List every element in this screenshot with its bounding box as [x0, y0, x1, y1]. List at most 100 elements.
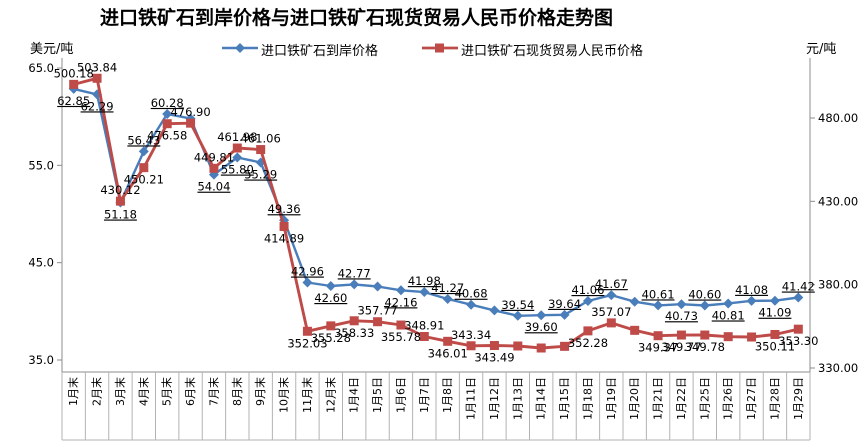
- chart-title: 进口铁矿石到岸价格与进口铁矿石现货贸易人民币价格走势图: [100, 7, 614, 29]
- legend-label-rmb-price: 进口铁矿石现货贸易人民币价格: [461, 44, 644, 59]
- svg-text:355.78: 355.78: [381, 330, 421, 344]
- svg-text:430.12: 430.12: [100, 183, 140, 197]
- svg-text:349.77: 349.77: [661, 340, 701, 354]
- svg-text:39.60: 39.60: [525, 320, 558, 334]
- svg-text:1月7日: 1月7日: [418, 377, 431, 413]
- svg-text:8月末: 8月末: [230, 377, 244, 406]
- svg-text:39.54: 39.54: [501, 298, 534, 312]
- svg-text:357.77: 357.77: [357, 304, 397, 318]
- svg-text:62.85: 62.85: [57, 94, 90, 108]
- svg-text:1月28日: 1月28日: [768, 377, 781, 420]
- svg-text:42.60: 42.60: [314, 291, 347, 305]
- svg-text:476.90: 476.90: [170, 105, 210, 119]
- svg-text:4月末: 4月末: [136, 377, 150, 406]
- svg-text:449.81: 449.81: [194, 150, 234, 164]
- svg-text:414.89: 414.89: [264, 232, 304, 246]
- svg-text:40.73: 40.73: [665, 309, 698, 323]
- svg-text:54.04: 54.04: [197, 180, 230, 194]
- right-axis-title: 元/吨: [806, 42, 837, 57]
- svg-text:7月末: 7月末: [206, 377, 220, 406]
- svg-text:42.77: 42.77: [338, 266, 371, 280]
- svg-text:40.60: 40.60: [688, 287, 721, 301]
- svg-text:2月末: 2月末: [90, 377, 104, 406]
- legend-label-cif-price: 进口铁矿石到岸价格: [261, 44, 379, 59]
- svg-text:500.18: 500.18: [54, 66, 94, 80]
- svg-text:62.29: 62.29: [81, 99, 114, 113]
- svg-text:1月14日: 1月14日: [535, 377, 548, 420]
- x-axis-band: 1月末 2月末 3月末 4月末 5月末 6月末 7月末 8月末 9月末 10月末 11月末 12月末 1…: [61, 372, 811, 440]
- svg-text:1月8日: 1月8日: [441, 377, 454, 413]
- svg-text:1月15日: 1月15日: [558, 377, 571, 420]
- svg-text:51.18: 51.18: [104, 208, 137, 222]
- svg-text:1月26日: 1月26日: [722, 377, 735, 420]
- svg-text:41.42: 41.42: [782, 280, 815, 294]
- series-cif-price: [68, 83, 804, 321]
- svg-text:11月末: 11月末: [300, 377, 314, 413]
- svg-text:348.91: 348.91: [404, 318, 444, 332]
- svg-text:349.37: 349.37: [638, 341, 678, 355]
- svg-text:55.80: 55.80: [221, 163, 254, 177]
- legend-item-cif-price: 进口铁矿石到岸价格: [222, 40, 378, 59]
- svg-text:343.49: 343.49: [474, 351, 514, 365]
- svg-text:49.36: 49.36: [268, 202, 301, 216]
- svg-text:358.33: 358.33: [334, 326, 374, 340]
- svg-text:1月5日: 1月5日: [371, 377, 384, 413]
- svg-text:352.03: 352.03: [287, 336, 327, 350]
- svg-text:45.0: 45.0: [28, 256, 54, 270]
- svg-text:1月18日: 1月18日: [581, 377, 594, 420]
- svg-text:41.67: 41.67: [595, 277, 628, 291]
- diamond-line-marker-icon: [222, 42, 258, 58]
- svg-text:355.28: 355.28: [311, 331, 351, 345]
- svg-text:346.01: 346.01: [428, 346, 468, 360]
- legend: 进口铁矿石到岸价格 进口铁矿石现货贸易人民币价格: [222, 40, 643, 59]
- svg-text:3月末: 3月末: [113, 377, 127, 406]
- svg-text:476.58: 476.58: [147, 129, 187, 143]
- svg-text:1月20日: 1月20日: [628, 377, 641, 420]
- svg-text:1月25日: 1月25日: [698, 377, 711, 420]
- legend-item-rmb-price: 进口铁矿石现货贸易人民币价格: [422, 40, 643, 59]
- svg-text:42.96: 42.96: [291, 265, 324, 279]
- svg-text:1月4日: 1月4日: [348, 377, 361, 413]
- svg-text:353.30: 353.30: [778, 334, 818, 348]
- svg-text:1月11日: 1月11日: [465, 377, 478, 420]
- svg-text:352.28: 352.28: [568, 336, 608, 350]
- series-rmb-price: [69, 73, 803, 353]
- svg-text:343.34: 343.34: [451, 328, 491, 342]
- svg-text:1月12日: 1月12日: [488, 377, 501, 420]
- svg-text:55.29: 55.29: [244, 168, 277, 182]
- svg-text:450.21: 450.21: [124, 173, 164, 187]
- svg-text:60.28: 60.28: [151, 96, 184, 110]
- svg-text:349.78: 349.78: [685, 340, 725, 354]
- svg-text:41.27: 41.27: [431, 281, 464, 295]
- svg-text:461.98: 461.98: [217, 130, 257, 144]
- svg-text:12月末: 12月末: [323, 377, 337, 413]
- svg-text:35.0: 35.0: [28, 353, 54, 367]
- svg-text:430.00: 430.00: [818, 194, 858, 208]
- left-axis-title: 美元/吨: [30, 42, 74, 57]
- svg-text:41.09: 41.09: [758, 306, 791, 320]
- svg-text:41.06: 41.06: [571, 283, 604, 297]
- square-line-marker-icon: [422, 42, 459, 58]
- svg-text:55.0: 55.0: [28, 158, 54, 172]
- svg-text:42.16: 42.16: [384, 295, 417, 309]
- svg-text:40.81: 40.81: [712, 308, 745, 322]
- svg-text:56.43: 56.43: [127, 133, 160, 147]
- svg-text:350.11: 350.11: [755, 339, 795, 353]
- svg-text:480.00: 480.00: [818, 111, 858, 125]
- svg-text:1月13日: 1月13日: [511, 377, 524, 420]
- svg-text:41.98: 41.98: [408, 274, 441, 288]
- svg-text:6月末: 6月末: [183, 377, 197, 406]
- svg-text:10月末: 10月末: [277, 377, 291, 413]
- svg-text:39.64: 39.64: [548, 297, 581, 311]
- svg-text:1月22日: 1月22日: [675, 377, 688, 420]
- svg-text:5月末: 5月末: [160, 377, 174, 406]
- svg-text:357.07: 357.07: [591, 305, 631, 319]
- svg-text:330.00: 330.00: [818, 361, 858, 375]
- svg-text:9月末: 9月末: [253, 377, 267, 406]
- svg-text:1月27日: 1月27日: [745, 377, 758, 420]
- svg-text:65.0: 65.0: [28, 61, 54, 75]
- svg-text:41.08: 41.08: [735, 283, 768, 297]
- svg-text:40.61: 40.61: [642, 287, 675, 301]
